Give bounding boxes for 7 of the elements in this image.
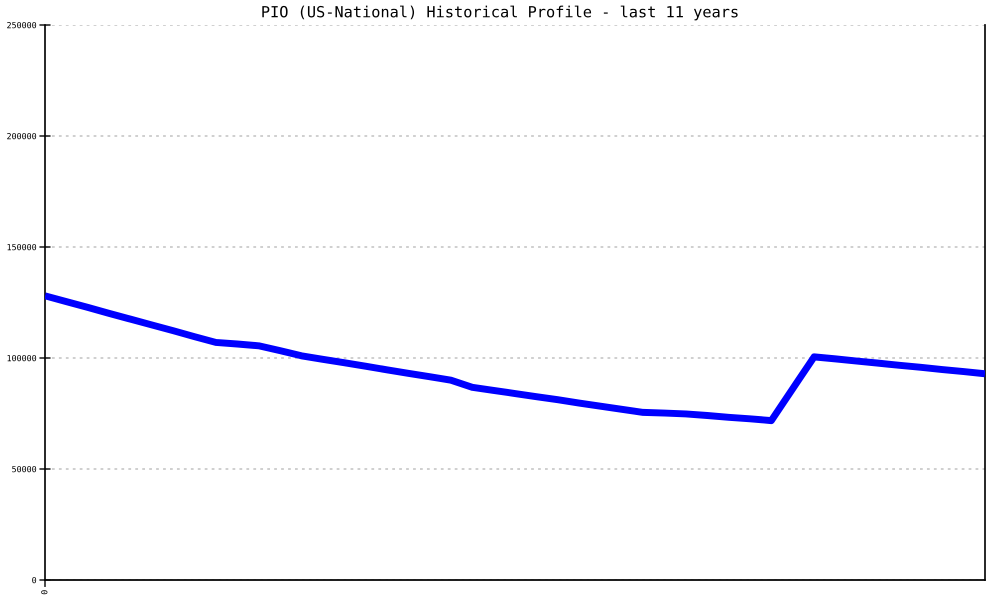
y-tick-label: 50000 — [12, 466, 36, 472]
y-tick-label: 150000 — [8, 244, 36, 250]
y-tick-label: 250000 — [7, 22, 36, 28]
y-tick-label: 0 — [32, 577, 36, 584]
y-tick-label: 100000 — [8, 355, 36, 362]
y-tick-label: 200000 — [7, 133, 36, 140]
chart-title: PIO (US-National) Historical Profile - last 11 years — [262, 6, 738, 20]
